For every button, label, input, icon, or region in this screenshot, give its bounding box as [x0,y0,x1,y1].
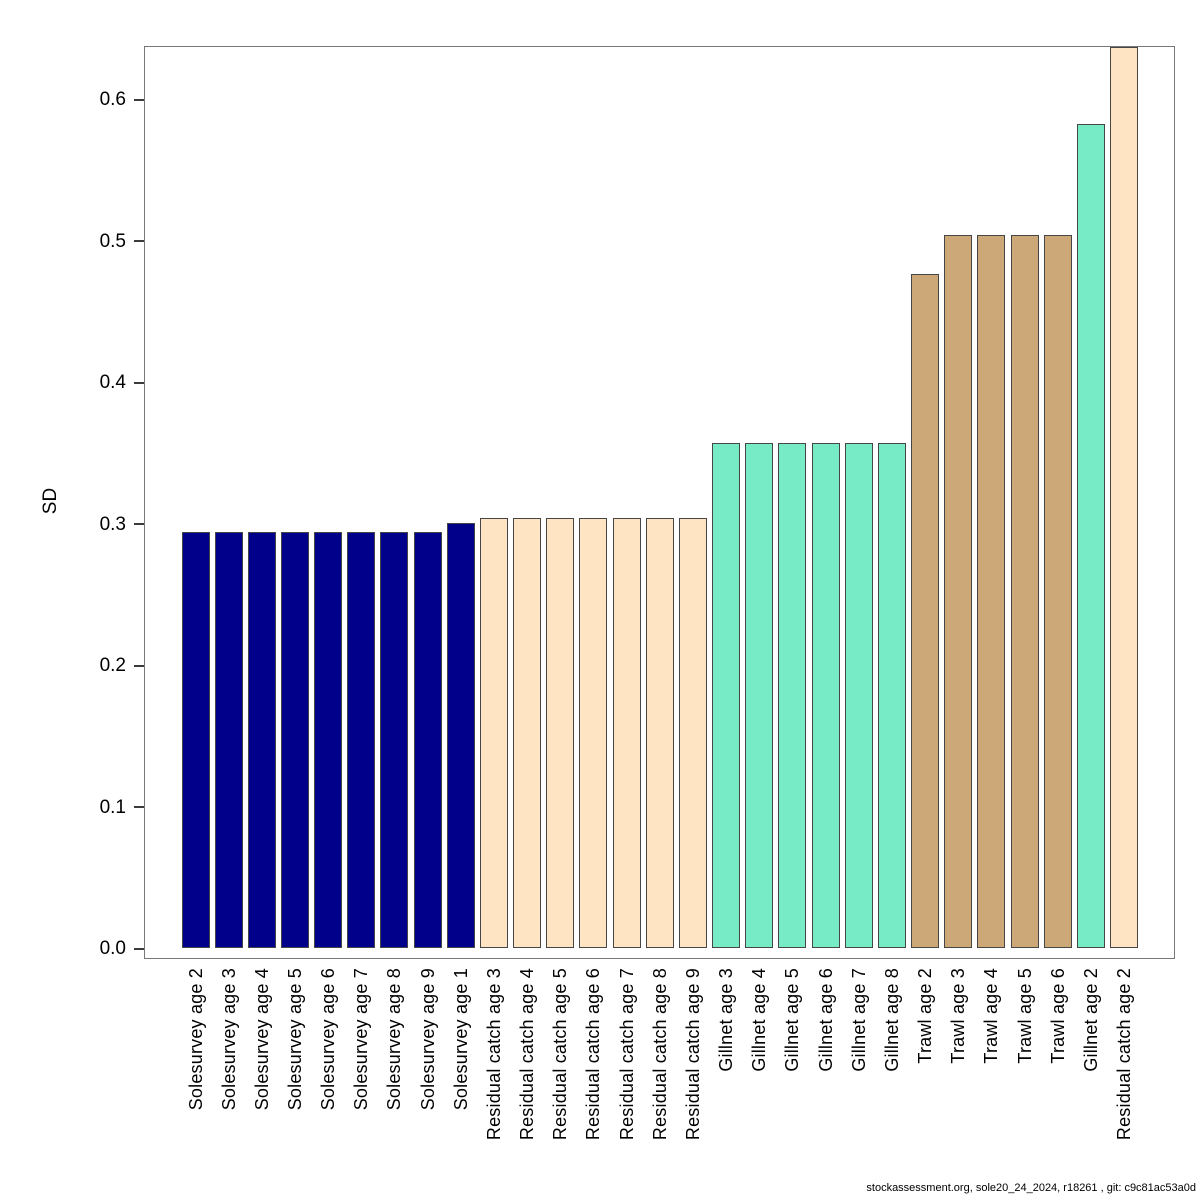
x-tick-label: Residual catch age 8 [649,968,670,1141]
y-tick-mark [134,240,144,242]
footer-credit: stockassessment.org, sole20_24_2024, r18… [866,1182,1196,1194]
y-tick-mark [134,381,144,384]
bar [712,443,741,949]
x-tick-label: Residual catch age 7 [616,968,637,1141]
x-tick-label: Solesurvey age 2 [185,968,206,1111]
y-tick-mark [134,523,144,525]
x-tick-label: Solesurvey age 6 [318,968,339,1111]
y-tick-label: 0.0 [99,938,126,959]
bar [479,518,508,949]
bar [247,532,276,949]
x-tick-label: Solesurvey age 8 [384,968,405,1111]
bar [214,532,243,949]
bar [944,235,973,949]
bar [314,532,343,949]
x-tick-label: Gillnet age 2 [1080,968,1101,1072]
bar [877,443,906,949]
bar [579,518,608,949]
x-tick-label: Gillnet age 3 [716,968,737,1072]
x-tick-label: Gillnet age 6 [815,968,836,1072]
bar [513,518,542,949]
x-tick-label: Residual catch age 3 [483,968,504,1141]
x-tick-label: Solesurvey age 4 [251,968,272,1111]
x-tick-label: Trawl age 4 [981,968,1002,1064]
bar [911,273,940,949]
x-tick-label: Residual catch age 6 [583,968,604,1141]
y-tick-label: 0.6 [99,89,126,110]
x-tick-label: Trawl age 3 [948,968,969,1064]
bar [778,443,807,949]
x-tick-label: Trawl age 5 [1014,968,1035,1064]
bar [977,235,1006,949]
y-tick-mark [134,664,144,667]
x-tick-label: Solesurvey age 1 [450,968,471,1111]
x-tick-label: Gillnet age 5 [782,968,803,1072]
y-axis-title: SD [40,487,62,515]
y-tick-mark [134,947,144,950]
y-tick-mark [134,806,144,808]
bar [380,532,409,949]
y-tick-label: 0.2 [99,655,126,676]
bar [645,518,674,949]
x-tick-label: Solesurvey age 7 [351,968,372,1111]
bar [678,518,707,949]
x-tick-label: Residual catch age 5 [550,968,571,1141]
bar [446,522,475,949]
y-tick-label: 0.5 [99,230,126,252]
x-tick-label: Residual catch age 4 [517,968,538,1141]
bar [280,532,309,949]
bar [745,443,774,949]
x-tick-label: Solesurvey age 9 [417,968,438,1111]
y-tick-mark [134,98,144,101]
bar [612,518,641,949]
x-tick-label: Solesurvey age 3 [218,968,239,1111]
bar [1043,235,1072,949]
x-tick-label: Gillnet age 8 [881,968,902,1072]
bar [413,532,442,949]
bar [1076,123,1105,949]
bar [546,518,575,949]
bar [844,443,873,949]
x-tick-label: Trawl age 6 [1047,968,1068,1064]
x-tick-label: Gillnet age 7 [848,968,869,1072]
x-tick-label: Gillnet age 4 [749,968,770,1072]
bar [1109,47,1138,949]
y-tick-label: 0.4 [99,372,126,393]
bar [181,532,210,949]
x-tick-label: Residual catch age 9 [682,968,703,1141]
y-tick-label: 0.1 [99,796,126,818]
x-tick-label: Residual catch age 2 [1113,968,1134,1141]
bar [1010,235,1039,949]
x-tick-label: Trawl age 2 [915,968,936,1064]
bar [811,443,840,949]
bar [347,532,376,949]
x-tick-label: Solesurvey age 5 [284,968,305,1111]
y-tick-label: 0.3 [99,513,126,535]
